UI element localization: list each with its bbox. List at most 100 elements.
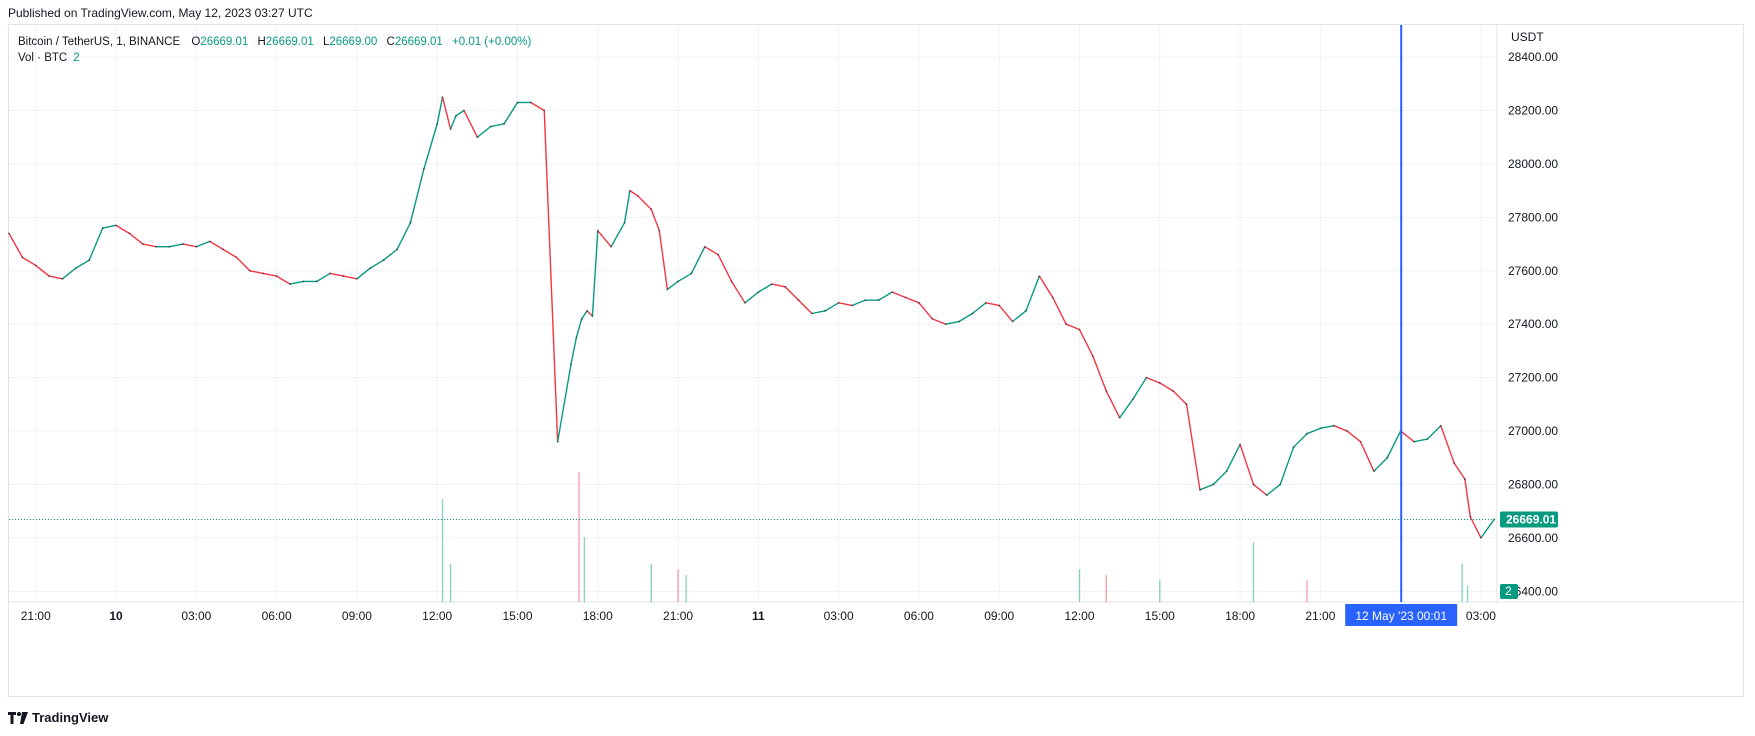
low-label: L [322, 36, 330, 48]
price-segment [575, 318, 583, 338]
price-segment [784, 286, 799, 301]
price-point [1426, 438, 1429, 440]
price-segment [637, 195, 652, 210]
volume-value: 2 [73, 52, 80, 64]
price-point [463, 109, 465, 112]
price-segment [543, 110, 559, 442]
price-segment [128, 232, 144, 245]
price-point [717, 253, 720, 256]
price-segment [918, 302, 933, 320]
price-segment [591, 230, 599, 317]
price-point [556, 440, 559, 443]
price-segment [1212, 470, 1228, 485]
price-segment [1293, 433, 1308, 448]
price-point [436, 122, 439, 125]
price-point [1480, 536, 1482, 539]
price-segment [1413, 438, 1428, 443]
price-segment [1266, 483, 1281, 496]
y-tick-label: 27600.00 [1508, 264, 1558, 278]
price-segment [824, 302, 839, 312]
price-segment [102, 224, 117, 229]
price-point [1038, 275, 1041, 278]
y-tick-label: 28200.00 [1508, 103, 1558, 117]
x-tick-label: 21:00 [21, 609, 51, 623]
price-segment [658, 230, 669, 290]
price-point [1279, 483, 1282, 486]
price-segment [455, 109, 465, 117]
price-point [628, 189, 631, 192]
price-segment [423, 123, 438, 170]
price-segment [666, 280, 679, 291]
price-segment [1400, 430, 1415, 443]
volume-bar [685, 574, 687, 602]
price-point [666, 288, 669, 291]
price-point [703, 245, 706, 248]
x-tick-label: 03:00 [824, 609, 854, 623]
volume-bar [583, 537, 586, 602]
price-point [248, 269, 251, 272]
price-point [784, 285, 787, 288]
x-tick-label: 09:00 [984, 609, 1014, 623]
x-tick-label: 12:00 [1064, 609, 1094, 623]
price-point [918, 301, 920, 304]
price-point [441, 96, 444, 99]
volume-bar [677, 569, 679, 602]
price-segment [62, 267, 77, 280]
price-segment [530, 101, 545, 112]
y-tick-label: 26600.00 [1508, 531, 1558, 545]
price-point [476, 136, 479, 139]
price-segment [690, 246, 706, 274]
price-point [1065, 323, 1068, 326]
price-segment [650, 209, 660, 231]
price-segment [985, 302, 1000, 307]
x-tick-label: 10 [109, 609, 123, 623]
price-point [677, 280, 679, 283]
price-segment [1092, 355, 1107, 392]
price-point [356, 277, 358, 280]
price-point [141, 243, 144, 245]
price-point [1346, 430, 1349, 432]
price-segment [1440, 425, 1455, 464]
x-tick-label: 09:00 [342, 609, 372, 623]
price-segment [932, 318, 946, 325]
price-point [877, 299, 880, 302]
price-point [449, 128, 452, 131]
price-point [48, 275, 51, 278]
chart-frame[interactable] [8, 24, 1744, 697]
price-point [529, 101, 532, 104]
tradingview-brand[interactable]: TradingView [8, 710, 108, 725]
symbol-title[interactable]: Bitcoin / TetherUS, 1, BINANCE [18, 36, 181, 48]
price-point [971, 312, 974, 315]
price-segment [972, 302, 987, 315]
price-segment [8, 233, 23, 258]
price-point [1212, 483, 1215, 486]
price-point [422, 168, 425, 171]
price-point [455, 114, 457, 117]
price-point [958, 320, 960, 323]
x-tick-label: 11 [752, 609, 765, 623]
volume-label[interactable]: Vol · BTC [18, 52, 68, 64]
price-segment [1480, 518, 1495, 539]
price-point [1078, 328, 1081, 331]
price-point [302, 280, 305, 283]
price-point [1091, 355, 1094, 358]
price-segment [905, 296, 920, 304]
price-segment [851, 299, 866, 307]
price-segment [757, 283, 773, 293]
chart-legend: Bitcoin / TetherUS, 1, BINANCE O26669.01… [18, 34, 531, 66]
price-segment [623, 190, 631, 223]
x-tick-label: 12:00 [422, 609, 452, 623]
price-segment [1052, 297, 1067, 325]
y-tick-label: 26400.00 [1508, 584, 1558, 598]
price-point [75, 267, 77, 269]
price-point [824, 309, 827, 312]
price-segment [1386, 430, 1402, 459]
price-segment [878, 291, 893, 301]
price-segment [263, 272, 277, 277]
price-segment [1279, 446, 1295, 485]
price-segment [276, 275, 291, 285]
price-point [658, 229, 661, 232]
y-tick-label: 27000.00 [1508, 424, 1558, 438]
price-segment [1119, 398, 1134, 419]
